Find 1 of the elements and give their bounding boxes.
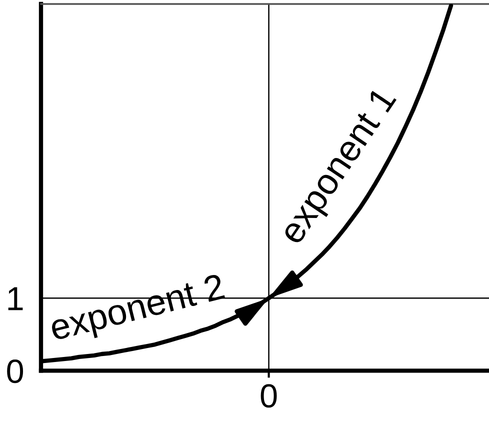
- y-tick-label: 1: [8, 287, 23, 310]
